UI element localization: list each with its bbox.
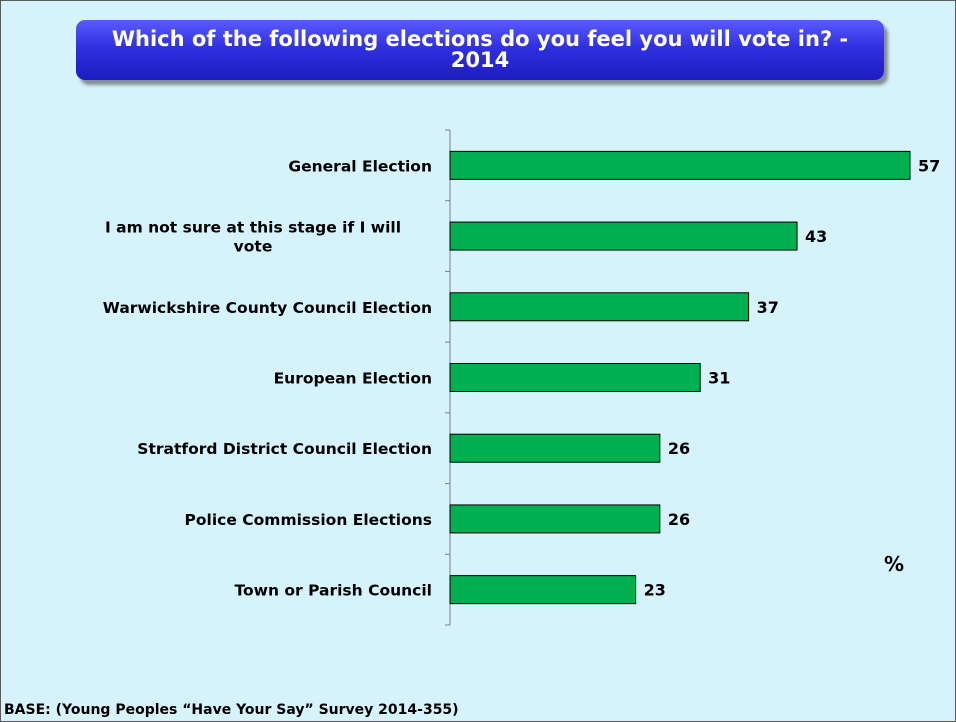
data-label: 26 [668,510,690,529]
bar [449,575,637,605]
unit-label: % [884,552,905,576]
category-label: I am not sure at this stage if I will vot… [105,219,401,256]
data-label: 23 [644,581,666,600]
data-label: 26 [668,439,690,458]
data-label: 57 [918,156,940,175]
data-label: 37 [757,298,779,317]
category-label: European Election [274,370,432,388]
data-label: 43 [805,227,827,246]
bar [449,363,701,392]
category-label: Stratford District Council Election [137,440,432,458]
bar [449,221,798,251]
base-note: BASE: (Young Peoples “Have Your Say” Sur… [4,702,459,718]
category-label: Town or Parish Council [234,582,432,600]
chart-title: Which of the following elections do you … [111,27,849,72]
category-label: Warwickshire County Council Election [103,299,432,317]
bar [449,504,661,534]
data-label: 31 [708,369,730,388]
bar [449,292,750,322]
bar [449,150,911,180]
category-label: General Election [288,157,432,175]
chart-title-banner: Which of the following elections do you … [76,20,884,80]
category-label: Police Commission Elections [185,511,432,529]
bar [449,433,661,463]
